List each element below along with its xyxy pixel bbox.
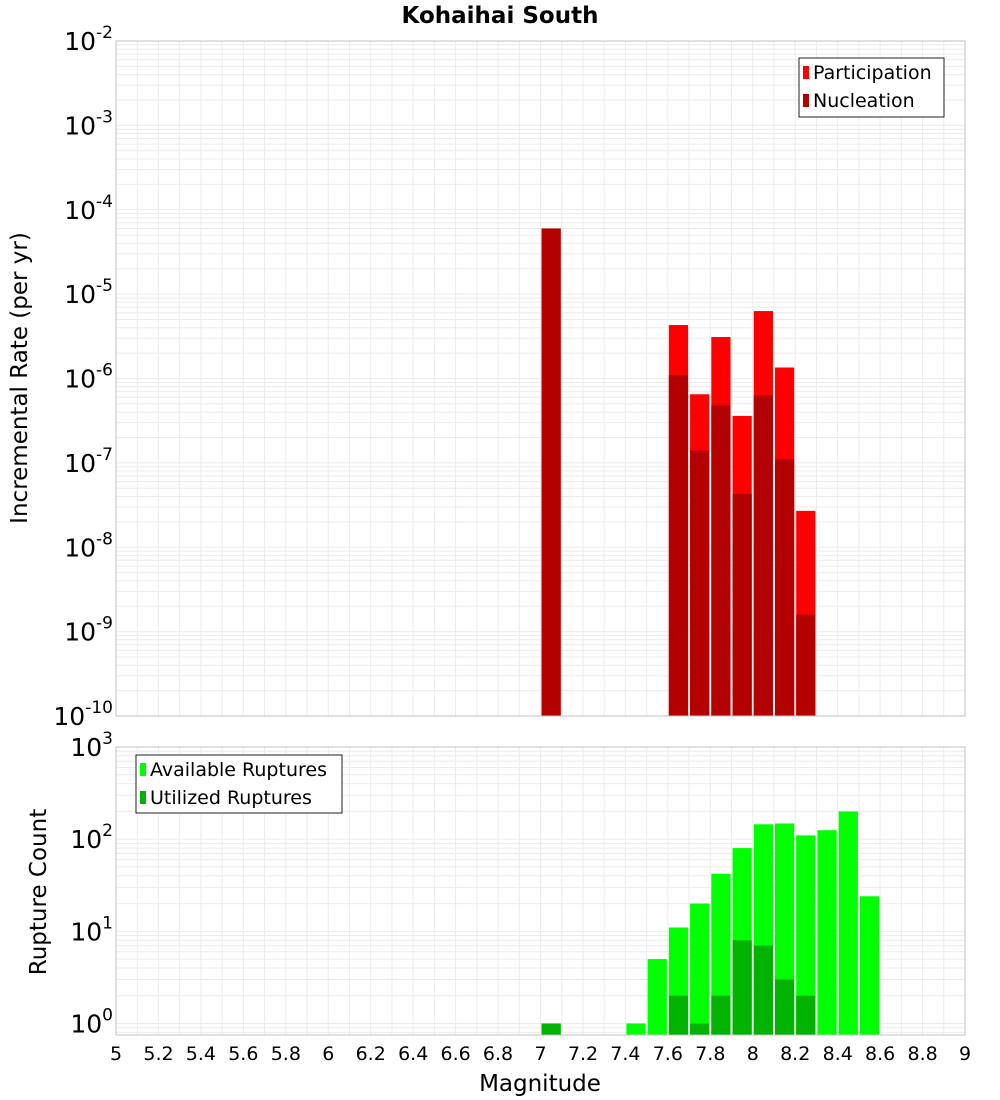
x-tick-label: 6.6: [440, 1043, 470, 1065]
bar-nucleation: [774, 459, 795, 716]
bar-utilized-ruptures: [711, 995, 731, 1035]
top-legend-frame: [798, 57, 945, 118]
bar-available-ruptures: [711, 873, 731, 1035]
top-legend: Participation Nucleation: [798, 57, 945, 118]
top-bars: [541, 228, 816, 716]
x-tick-label: 5: [110, 1043, 122, 1065]
legend-swatch-nucleation: [803, 94, 809, 107]
y-tick-label: 10-5: [64, 276, 113, 309]
bar-utilized-ruptures: [541, 1023, 561, 1035]
y-tick-label: 10-7: [64, 445, 113, 478]
x-tick-label: 5.6: [228, 1043, 258, 1065]
legend-label-nucleation: Nucleation: [813, 90, 915, 112]
x-tick-label: 8.2: [780, 1043, 810, 1065]
bar-available-ruptures: [838, 811, 858, 1035]
bar-nucleation: [753, 395, 773, 716]
y-tick-label: 101: [70, 913, 113, 946]
bar-utilized-ruptures: [796, 995, 816, 1035]
x-tick-label: 8: [747, 1043, 759, 1065]
legend-label-utilized: Utilized Ruptures: [150, 787, 312, 809]
chart-title: Kohaihai South: [402, 3, 599, 29]
top-plot-frame: [115, 40, 966, 717]
x-tick-label: 9: [959, 1043, 971, 1065]
bottom-legend-frame: [135, 754, 343, 814]
bottom-bars: [541, 811, 880, 1035]
bar-utilized-ruptures: [690, 1023, 710, 1035]
x-tick-label: 5.4: [186, 1043, 216, 1065]
bar-utilized-ruptures: [732, 940, 752, 1035]
legend-swatch-utilized: [140, 791, 146, 804]
top-gridlines: [116, 40, 965, 717]
y-tick-label: 10-2: [64, 23, 113, 56]
y-tick-label: 10-9: [64, 614, 113, 647]
bar-available-ruptures: [690, 903, 710, 1035]
bar-utilized-ruptures: [774, 979, 795, 1035]
top-y-axis-label: Incremental Rate (per yr): [7, 232, 33, 524]
y-tick-label: 10-3: [64, 107, 113, 140]
legend-label-available: Available Ruptures: [150, 759, 327, 781]
top-y-tick-labels: 10-2 10-3 10-4 10-5 10-6 10-7 10-8 10-9 10-10: [53, 23, 113, 731]
legend-label-participation: Participation: [813, 62, 932, 84]
bar-nucleation: [711, 405, 731, 716]
x-tick-label: 7.6: [653, 1043, 683, 1065]
bar-nucleation: [668, 375, 689, 716]
x-tick-label: 8.8: [907, 1043, 937, 1065]
legend-swatch-participation: [803, 66, 809, 79]
x-tick-label: 5.2: [143, 1043, 173, 1065]
bar-nucleation: [796, 614, 816, 716]
bar-nucleation: [690, 450, 710, 716]
y-tick-label: 10-6: [64, 361, 113, 394]
x-axis-label: Magnitude: [479, 1071, 601, 1097]
x-tick-label: 8.6: [865, 1043, 895, 1065]
bottom-y-axis-label: Rupture Count: [26, 809, 52, 975]
legend-swatch-available: [140, 763, 146, 776]
top-panel: 10-2 10-3 10-4 10-5 10-6 10-7 10-8 10-9 10-10 In…: [7, 23, 966, 731]
y-tick-label: 10-8: [64, 529, 113, 562]
bar-available-ruptures: [859, 896, 880, 1035]
x-tick-label: 7.2: [568, 1043, 598, 1065]
x-tick-labels: 5 5.2 5.4 5.6 5.8 6 6.2 6.4 6.6 6.8 7 7.2 7.4 7.6 7.8 8…: [110, 1043, 971, 1065]
bottom-legend: Available Ruptures Utilized Ruptures: [135, 754, 343, 814]
x-tick-label: 6.8: [483, 1043, 513, 1065]
x-tick-label: 8.4: [823, 1043, 853, 1065]
bar-nucleation: [732, 493, 752, 716]
bar-available-ruptures: [817, 830, 837, 1035]
bar-utilized-ruptures: [753, 945, 773, 1035]
y-tick-label: 10-4: [64, 192, 113, 225]
y-tick-label: 102: [70, 821, 113, 854]
bar-available-ruptures: [626, 1023, 646, 1035]
x-tick-label: 6.4: [398, 1043, 428, 1065]
x-tick-label: 5.8: [271, 1043, 301, 1065]
y-tick-label: 103: [70, 729, 113, 762]
bottom-panel: 103 102 101 100 5 5.2 5.4 5.6 5.8 6 6.2 6.4 6.6 6.8 7…: [26, 729, 971, 1097]
x-tick-label: 7: [534, 1043, 546, 1065]
y-tick-label: 100: [70, 1006, 113, 1039]
x-tick-label: 6.2: [356, 1043, 386, 1065]
bottom-plot-frame: [115, 746, 966, 1036]
x-tick-label: 7.4: [610, 1043, 640, 1065]
bar-available-ruptures: [647, 959, 667, 1035]
bar-utilized-ruptures: [668, 995, 689, 1035]
bar-available-ruptures: [796, 835, 816, 1035]
bottom-y-tick-labels: 103 102 101 100: [70, 729, 113, 1039]
x-tick-label: 6: [322, 1043, 334, 1065]
y-tick-label: 10-10: [53, 698, 113, 731]
x-tick-label: 7.8: [695, 1043, 725, 1065]
bar-nucleation: [541, 228, 561, 716]
